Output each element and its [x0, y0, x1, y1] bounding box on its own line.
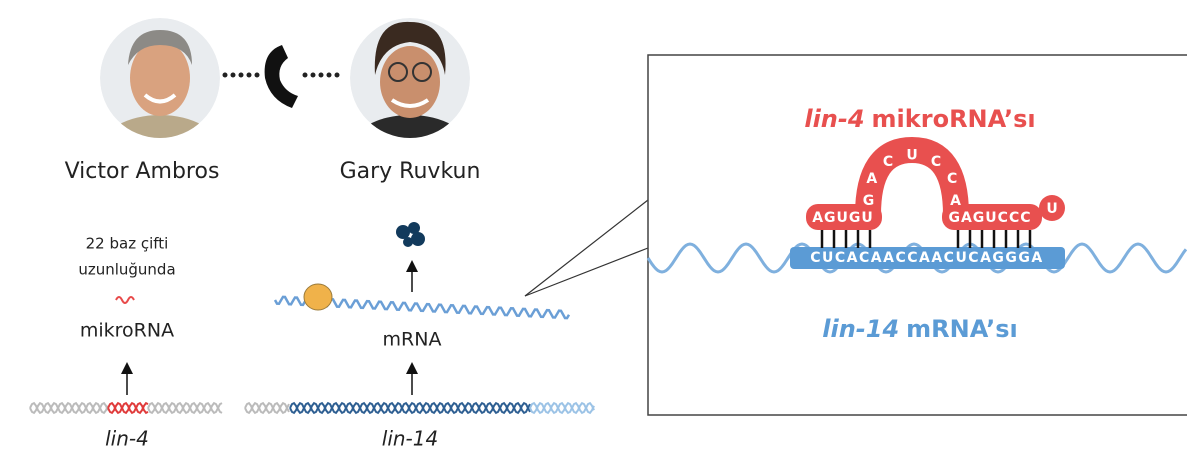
note: 22 baz çifti — [86, 235, 169, 253]
mirna-letter: G — [863, 193, 875, 209]
mirna-letter: A — [866, 171, 877, 187]
mirna-letter: C — [931, 154, 941, 170]
mirna-sequence: U — [1046, 201, 1057, 217]
mirna-tail — [1039, 195, 1065, 221]
gene-name: lin-14 — [822, 315, 899, 343]
mirna-stem — [942, 204, 1042, 230]
dna-strand — [107, 401, 149, 415]
base-pairs — [820, 230, 1032, 248]
inset-frame — [647, 54, 1187, 416]
label: mRNA — [383, 329, 442, 351]
dna-strand — [147, 401, 223, 415]
zoom-line — [524, 247, 649, 297]
zoom-line — [524, 199, 649, 297]
protein — [396, 222, 425, 247]
gene-name: lin-4 — [804, 105, 864, 133]
mirna-sequence: AGUGU — [812, 210, 874, 226]
dna-strand — [29, 401, 109, 415]
ribosome — [303, 283, 333, 311]
dna-strand — [529, 401, 595, 415]
connector-dots — [222, 72, 340, 78]
mirna-letter: U — [906, 147, 917, 163]
mrna-backbone — [790, 247, 1065, 269]
mrna-sequence: CUCACAACCAACUCAGGGA — [810, 250, 1043, 266]
gene-label: lin-14 — [382, 427, 438, 451]
mirna-letter: C — [947, 171, 957, 187]
dna-helix — [29, 401, 595, 415]
mirna-sequence: GAGUCCC — [948, 210, 1031, 226]
mirna-loop — [855, 136, 969, 216]
mirna-letter: C — [883, 154, 893, 170]
note: uzunluğunda — [78, 261, 175, 279]
mirna-squiggle — [115, 296, 135, 304]
dna-strand — [147, 401, 223, 415]
dna-strand — [29, 401, 109, 415]
dna-strand — [289, 401, 531, 415]
inset-title: lin-4 mikroRNA’sı — [804, 105, 1035, 133]
phone-icon — [264, 45, 298, 108]
person-name: Victor Ambros — [65, 159, 220, 184]
mirna-stem — [806, 204, 882, 230]
person-name: Gary Ruvkun — [340, 159, 481, 184]
title-suffix: mRNA’sı — [906, 315, 1018, 343]
inset-title: lin-14 mRNA’sı — [822, 315, 1017, 343]
mirna-letter: A — [950, 193, 961, 209]
title-suffix: mikroRNA’sı — [872, 105, 1036, 133]
label: mikroRNA — [80, 320, 174, 342]
dna-strand — [529, 401, 595, 415]
mrna-helix — [646, 242, 1187, 274]
gene-label: lin-4 — [105, 427, 149, 451]
dna-strand — [244, 401, 290, 415]
dna-strand — [289, 401, 531, 415]
